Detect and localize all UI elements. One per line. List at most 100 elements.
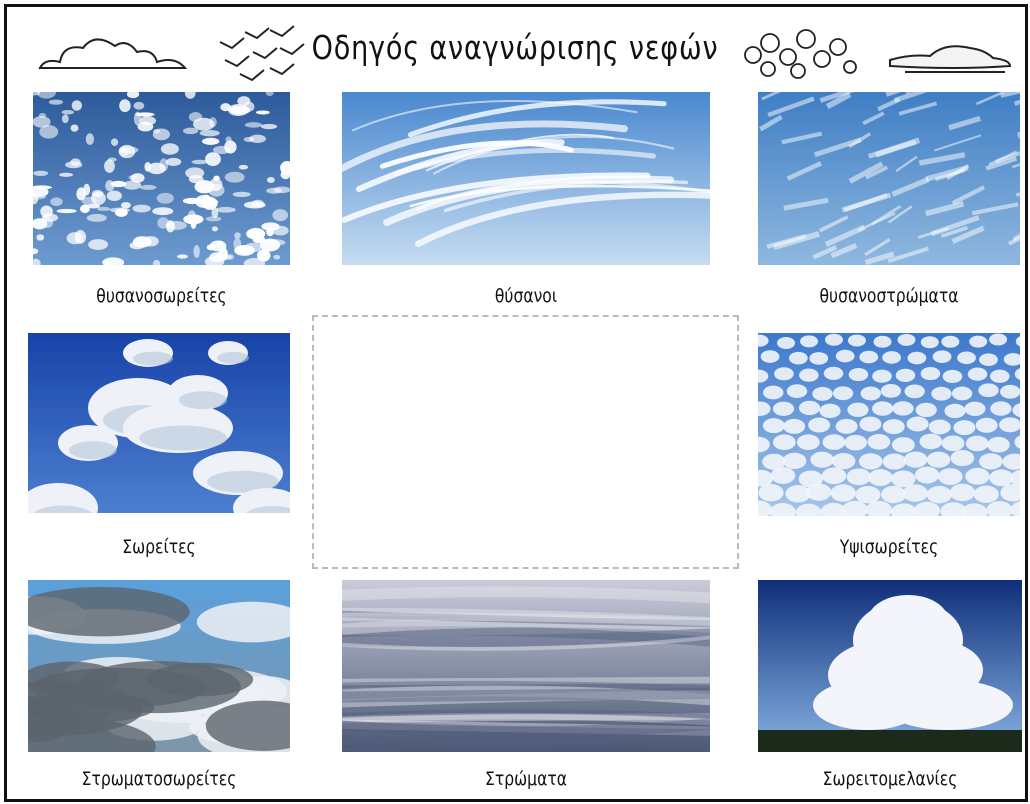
cloud: [82, 197, 97, 205]
cloud: [822, 467, 846, 484]
cloud: [177, 254, 188, 258]
cloud: [823, 434, 846, 450]
cloud: [261, 124, 277, 129]
cloud: [783, 453, 807, 469]
cloud: [244, 201, 266, 208]
cloud: [952, 387, 972, 401]
cloud: [783, 419, 805, 434]
cloud: [253, 236, 266, 244]
cloud: [342, 592, 710, 598]
cloud: [809, 352, 828, 365]
cloud: [969, 336, 987, 348]
cloud-shade: [133, 352, 173, 366]
title: Οδηγός αναγνώρισης νεφών: [93, 28, 938, 67]
cloud: [56, 209, 76, 213]
cloud: [812, 387, 832, 401]
cloud: [140, 185, 157, 190]
cloud: [33, 171, 48, 176]
cloud: [1000, 385, 1020, 399]
cloud: [108, 157, 117, 161]
cloud: [916, 403, 937, 417]
empty-box: [312, 315, 739, 569]
cloud: [904, 384, 924, 398]
cloud-shade: [179, 391, 227, 409]
cloud: [195, 180, 215, 193]
cloud: [883, 453, 907, 469]
cloud: [883, 419, 905, 434]
cloud: [859, 351, 878, 364]
cloud: [907, 352, 926, 365]
cloud: [119, 99, 130, 112]
cloud: [868, 469, 892, 486]
cloud: [72, 100, 82, 110]
cloud: [153, 128, 170, 140]
cloud: [797, 434, 820, 450]
cloud: [832, 453, 856, 469]
cloud: [831, 484, 856, 501]
cloud: [87, 214, 107, 222]
cloud: [929, 420, 951, 435]
cloud: [147, 163, 165, 174]
cloud: [931, 387, 951, 401]
cloud: [107, 191, 122, 201]
cloud: [273, 255, 280, 260]
page: Οδηγός αναγνώρισης νεφών θυσανοσωρείτες θ…: [0, 0, 1030, 804]
cloud-shade: [139, 426, 227, 451]
cloud: [836, 350, 855, 363]
cloud: [903, 484, 928, 501]
cloud: [758, 484, 783, 501]
cloud: [212, 226, 218, 231]
cloud: [989, 469, 1013, 486]
cloud: [847, 403, 868, 417]
cloud: [979, 453, 1003, 469]
cloud: [138, 122, 154, 132]
caption: θυσανοσωρείτες: [56, 285, 267, 307]
cloud: [974, 486, 999, 503]
cloud: [874, 336, 892, 348]
cloud: [62, 110, 74, 114]
cloud: [227, 254, 234, 260]
caption: θύσανοι: [375, 285, 677, 307]
cloud: [111, 138, 118, 146]
cloud: [989, 334, 1007, 346]
cloud-shade: [217, 352, 249, 364]
cloud-photo: [758, 92, 1020, 265]
cloud: [976, 418, 998, 433]
cloud: [115, 208, 128, 217]
cloud: [152, 207, 173, 215]
cloud: [761, 350, 780, 363]
cloud: [763, 386, 783, 400]
cloud: [896, 369, 916, 382]
cloud: [49, 100, 63, 105]
cloud-photo: [342, 580, 710, 752]
cloud-shade: [69, 441, 117, 459]
cloud: [942, 435, 965, 451]
cloud: [773, 402, 794, 416]
cloud: [941, 336, 959, 348]
cloud: [105, 180, 114, 191]
cloud: [342, 693, 710, 697]
cloud: [855, 486, 880, 503]
cloud: [966, 436, 989, 452]
cloud: [990, 370, 1010, 383]
cloud: [777, 337, 795, 349]
cloud: [771, 467, 795, 484]
cloud-photo: [28, 580, 290, 752]
cloud: [836, 419, 858, 434]
cloud-photo: [28, 333, 290, 513]
cloud: [861, 387, 881, 401]
cloud: [849, 368, 869, 381]
cloud: [206, 216, 222, 221]
cloud: [844, 435, 867, 451]
cloud: [872, 370, 892, 383]
cloud: [964, 402, 985, 416]
cloud: [990, 401, 1011, 415]
cloud: [965, 468, 989, 485]
cloud: [810, 452, 834, 468]
cloud: [88, 239, 108, 250]
cloud: [33, 116, 51, 128]
cloud: [883, 680, 1013, 730]
cloud: [787, 384, 807, 398]
cloud: [220, 103, 231, 111]
cloud: [938, 468, 962, 485]
